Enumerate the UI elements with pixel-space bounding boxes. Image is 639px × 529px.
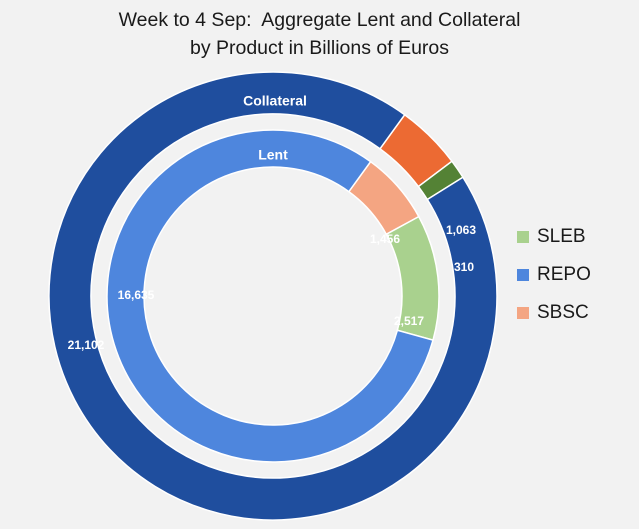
legend-item-repo: REPO [517, 256, 591, 294]
outer-label-repo: 21,102 [68, 338, 105, 352]
legend-item-sbsc: SBSC [517, 294, 591, 332]
outer-label-sbsc: 1,063 [446, 223, 476, 237]
legend-swatch-sleb [517, 231, 529, 243]
outer-slice-repo [48, 71, 498, 521]
legend: SLEB REPO SBSC [517, 218, 591, 332]
legend-label-sleb: SLEB [537, 226, 586, 247]
legend-label-repo: REPO [537, 264, 591, 285]
chart-title: Week to 4 Sep: Aggregate Lent and Collat… [0, 6, 639, 62]
legend-swatch-repo [517, 269, 529, 281]
inner-label-sbsc: 1,456 [370, 232, 400, 246]
chart-title-line-2: by Product in Billions of Euros [189, 37, 450, 59]
inner-label-repo: 16,635 [118, 288, 155, 302]
legend-item-sleb: SLEB [517, 218, 591, 256]
legend-label-sbsc: SBSC [537, 302, 589, 323]
inner-slice-repo [106, 129, 434, 463]
chart-title-line-1: Week to 4 Sep: Aggregate Lent and Collat… [118, 9, 521, 31]
inner-label-sleb: 2,517 [394, 314, 424, 328]
outer-label-sleb: 310 [454, 260, 474, 274]
outer-ring-title: Collateral [243, 93, 307, 109]
inner-ring-title: Lent [258, 147, 288, 163]
legend-swatch-sbsc [517, 307, 529, 319]
